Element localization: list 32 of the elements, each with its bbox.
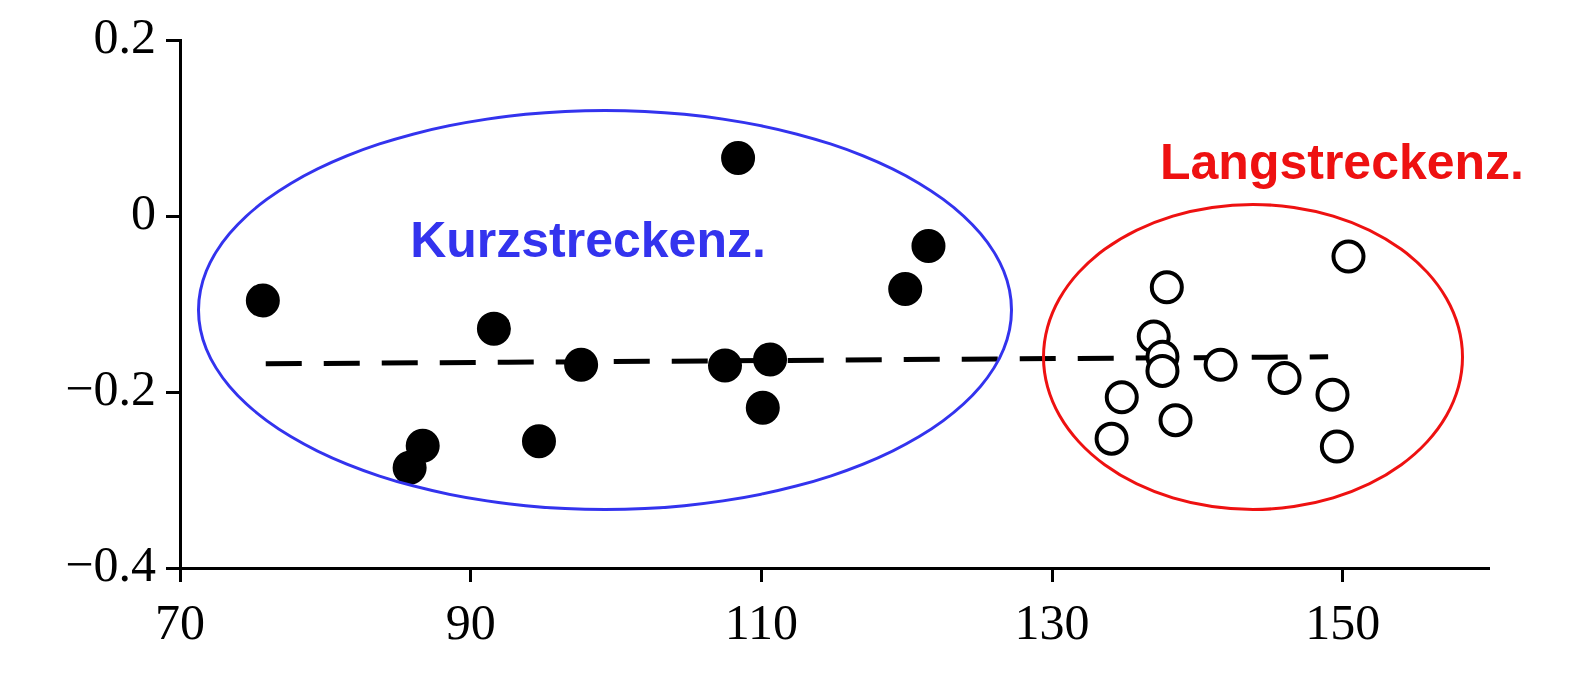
annotation: Kurzstreckenz. [410,211,766,269]
y-tick-label: −0.4 [65,536,156,593]
point [1331,239,1366,274]
point [245,283,280,318]
point [476,311,511,346]
point [1158,403,1193,438]
point [1145,353,1180,388]
annotation: Langstreckenz. [1159,133,1525,191]
point [721,140,756,175]
x-tick-label: 70 [155,594,205,651]
y-tick-label: 0.2 [93,8,156,65]
point [888,272,923,307]
point [1104,380,1139,415]
point [1203,347,1238,382]
x-tick-label: 90 [445,594,496,651]
x-tick-label: 150 [1305,594,1381,651]
point [1319,429,1354,464]
point [708,348,742,383]
x-tick-label: 130 [1014,594,1090,651]
point [753,342,788,377]
point [1315,377,1350,412]
point [521,424,556,459]
point [405,428,440,463]
point [911,228,946,263]
x-tick-label: 110 [724,594,798,651]
point [1094,421,1129,456]
point [745,390,780,425]
point [1149,270,1184,305]
point [1267,360,1302,395]
y-tick-label: −0.2 [65,360,156,417]
y-tick-label: 0 [131,184,156,241]
point [564,347,599,382]
